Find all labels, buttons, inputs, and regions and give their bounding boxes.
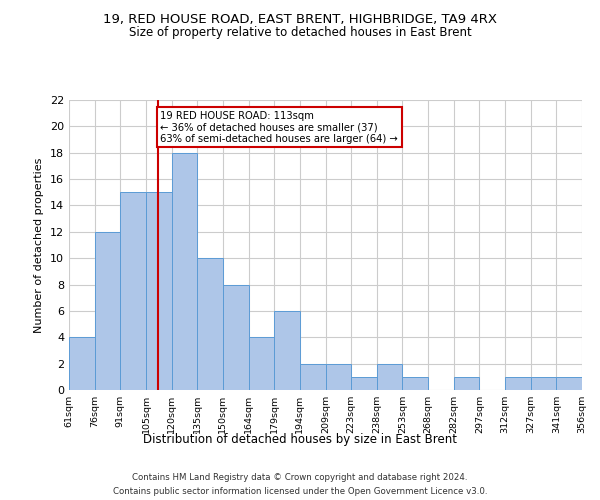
Bar (505, 377, 531, 390)
Bar (95, 232, 121, 390)
Bar (300, 364, 325, 390)
Bar (197, 258, 223, 390)
Bar (556, 377, 582, 390)
Y-axis label: Number of detached properties: Number of detached properties (34, 158, 44, 332)
Text: Distribution of detached houses by size in East Brent: Distribution of detached houses by size … (143, 432, 457, 446)
Bar (69, 338, 95, 390)
Bar (248, 338, 274, 390)
Text: Size of property relative to detached houses in East Brent: Size of property relative to detached ho… (128, 26, 472, 39)
Bar (223, 284, 248, 390)
Bar (172, 152, 197, 390)
Bar (377, 364, 403, 390)
Text: 19 RED HOUSE ROAD: 113sqm
← 36% of detached houses are smaller (37)
63% of semi-: 19 RED HOUSE ROAD: 113sqm ← 36% of detac… (160, 110, 398, 144)
Text: Contains public sector information licensed under the Open Government Licence v3: Contains public sector information licen… (113, 488, 487, 496)
Text: 19, RED HOUSE ROAD, EAST BRENT, HIGHBRIDGE, TA9 4RX: 19, RED HOUSE ROAD, EAST BRENT, HIGHBRID… (103, 12, 497, 26)
Bar (454, 377, 479, 390)
Bar (403, 377, 428, 390)
Bar (351, 377, 377, 390)
Text: Contains HM Land Registry data © Crown copyright and database right 2024.: Contains HM Land Registry data © Crown c… (132, 472, 468, 482)
Bar (274, 311, 300, 390)
Bar (121, 192, 146, 390)
Bar (146, 192, 172, 390)
Bar (326, 364, 351, 390)
Bar (531, 377, 556, 390)
